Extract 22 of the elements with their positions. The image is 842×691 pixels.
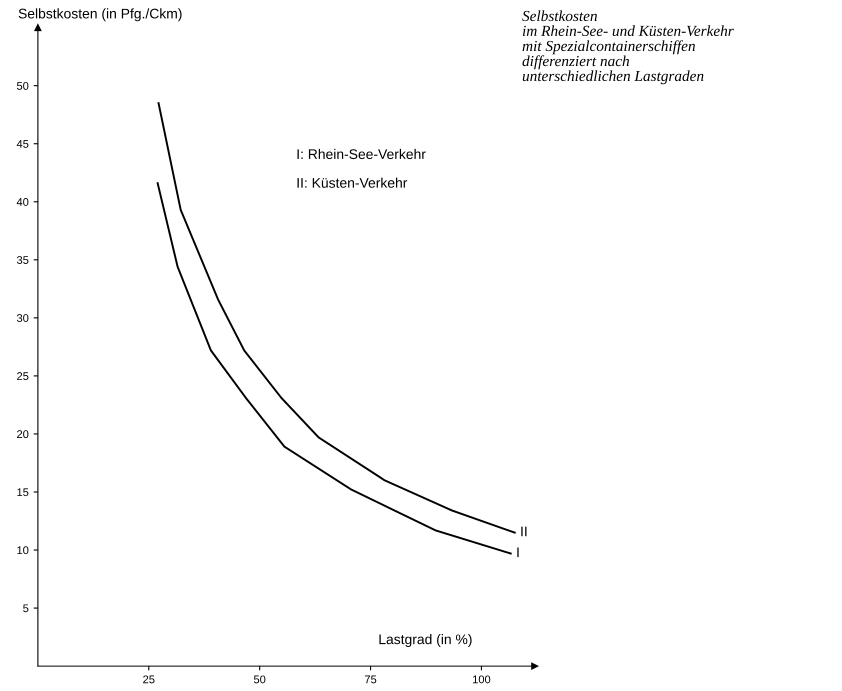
x-tick-label: 25 <box>143 675 154 684</box>
x-tick-label: 100 <box>473 675 490 684</box>
annotation: I: Rhein-See-Verkehr <box>298 148 426 160</box>
y-tick-label: 5 <box>23 604 28 612</box>
y-tick-label: 10 <box>17 546 28 554</box>
series-label: I <box>517 548 519 558</box>
y-axis-title: Selbstkosten (in Pfg./Ckm) <box>18 8 182 22</box>
y-tick-label: 30 <box>16 314 28 322</box>
y-tick-label: 15 <box>17 488 28 496</box>
annotation: II: Küsten-Verkehr <box>298 178 408 188</box>
x-tick-label: 50 <box>254 675 266 684</box>
line-series <box>158 102 516 534</box>
series-label: II <box>521 526 526 536</box>
x-tick-label: 75 <box>364 676 376 684</box>
y-tick-label: 50 <box>16 82 28 90</box>
y-tick-label: 25 <box>17 372 28 380</box>
y-tick-label: 45 <box>16 140 28 148</box>
y-tick-label: 35 <box>16 256 28 264</box>
y-tick-label: 20 <box>17 430 28 438</box>
text: Selbstkosten im Rhein-See- und Küsten-Verkehr mit Spezialcontainerschiffen differenziert nach unterschiedlichen Lastgraden <box>522 10 734 84</box>
x-axis-title: Lastgrad (in %) <box>379 634 472 647</box>
y-tick-label: 40 <box>16 198 28 206</box>
